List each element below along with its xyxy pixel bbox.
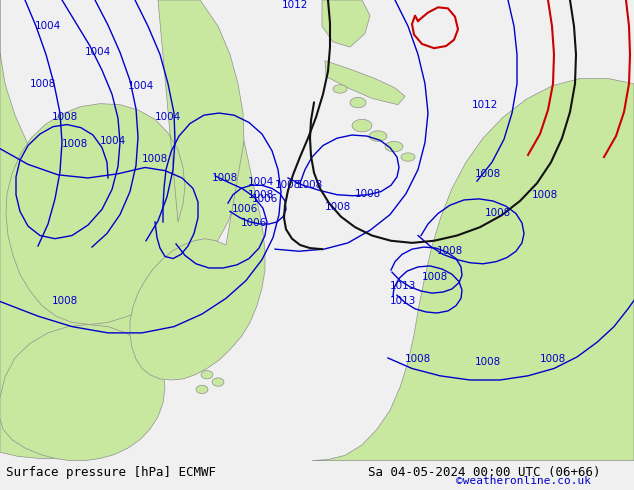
Text: 1008: 1008 (62, 140, 88, 149)
Polygon shape (325, 61, 405, 105)
Polygon shape (385, 141, 403, 152)
Polygon shape (322, 0, 370, 47)
Text: 1006: 1006 (241, 218, 268, 228)
Polygon shape (212, 378, 224, 386)
Text: 1008: 1008 (532, 190, 559, 200)
Text: 1008: 1008 (248, 190, 275, 200)
Text: 1008: 1008 (52, 112, 78, 122)
Text: 1008: 1008 (355, 189, 381, 198)
Text: 1006: 1006 (232, 204, 258, 214)
Text: Surface pressure [hPa] ECMWF: Surface pressure [hPa] ECMWF (6, 466, 216, 479)
Polygon shape (369, 131, 387, 141)
Polygon shape (312, 78, 634, 461)
Text: 1006: 1006 (252, 194, 278, 204)
Polygon shape (350, 98, 366, 108)
Text: 1008: 1008 (475, 357, 501, 367)
Text: 1008: 1008 (437, 246, 463, 256)
Text: 1004: 1004 (128, 81, 154, 91)
Text: 1008: 1008 (540, 354, 566, 364)
Text: 1004: 1004 (100, 136, 126, 147)
Polygon shape (0, 0, 158, 459)
Polygon shape (6, 0, 244, 324)
Text: 1008: 1008 (30, 79, 56, 89)
Polygon shape (401, 153, 415, 161)
Text: 1008: 1008 (142, 154, 168, 164)
Text: ©weatheronline.co.uk: ©weatheronline.co.uk (456, 476, 592, 486)
Text: 1008: 1008 (485, 207, 511, 218)
Text: 1013: 1013 (390, 281, 417, 291)
Text: 1008: 1008 (325, 202, 351, 212)
Text: 1004: 1004 (35, 21, 61, 31)
Polygon shape (0, 324, 165, 461)
Text: 1004: 1004 (85, 48, 111, 57)
Text: 1008: 1008 (52, 296, 78, 306)
Text: 1008: 1008 (212, 173, 238, 183)
Text: 1008: 1008 (475, 169, 501, 179)
Text: 1012: 1012 (282, 0, 308, 10)
Text: Sa 04-05-2024 00:00 UTC (06+66): Sa 04-05-2024 00:00 UTC (06+66) (368, 466, 600, 479)
Polygon shape (333, 85, 347, 93)
Text: 1008: 1008 (405, 354, 431, 364)
Text: 1008: 1008 (275, 180, 301, 190)
Polygon shape (196, 385, 208, 393)
Text: 1004: 1004 (155, 112, 181, 122)
Text: 1008: 1008 (422, 272, 448, 282)
Text: 1013: 1013 (390, 296, 417, 306)
Polygon shape (352, 120, 372, 132)
Polygon shape (130, 141, 265, 380)
Polygon shape (201, 370, 213, 379)
Text: 1004: 1004 (248, 177, 275, 187)
Text: 1012: 1012 (472, 99, 498, 110)
Text: 1008: 1008 (297, 180, 323, 190)
